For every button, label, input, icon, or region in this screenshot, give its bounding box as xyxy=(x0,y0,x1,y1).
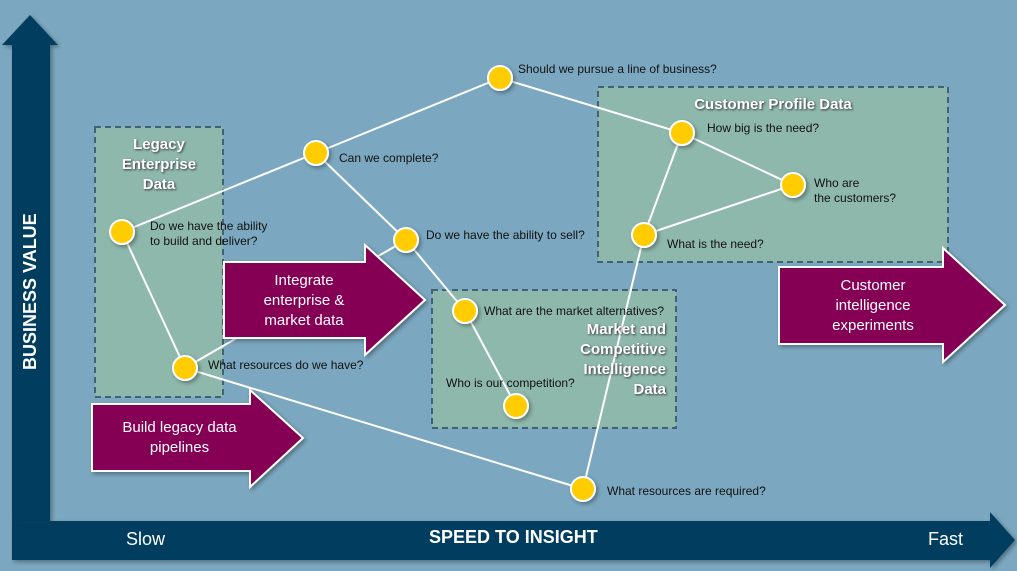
x-axis-arrow xyxy=(12,512,1015,568)
x-axis-label: SPEED TO INSIGHT xyxy=(429,527,598,547)
connector-line xyxy=(643,184,794,236)
region-title-customer: Customer Profile Data xyxy=(598,95,948,115)
question-competition: Who is our competition? xyxy=(446,376,575,390)
question-what-need: What is the need? xyxy=(667,237,764,251)
question-who-customers: Who are the customers? xyxy=(814,176,897,205)
region-legacy-enterprise-data xyxy=(94,126,224,398)
question-pursue-business: Should we pursue a line of business? xyxy=(518,62,717,76)
connector-line xyxy=(121,152,317,233)
arrow-label-integrate: Integrate enterprise & market data xyxy=(263,272,345,329)
x-axis-fast: Fast xyxy=(928,529,964,549)
connector-line xyxy=(184,367,584,490)
question-node xyxy=(172,355,198,381)
y-axis-label: BUSINESS VALUE xyxy=(20,213,40,370)
arrow-integrate xyxy=(223,242,427,358)
connector-line xyxy=(315,152,407,241)
region-title-customer-text: Customer Profile Data xyxy=(694,96,852,113)
arrow-label-build-legacy: Build legacy data pipelines xyxy=(122,419,237,456)
question-node xyxy=(503,393,529,419)
connector-line xyxy=(121,231,186,369)
question-resources-required: What resources are required? xyxy=(607,484,766,498)
connector-line xyxy=(582,234,645,490)
question-node xyxy=(669,120,695,146)
question-node xyxy=(570,476,596,502)
question-node xyxy=(631,222,657,248)
connector-line xyxy=(464,310,517,407)
question-how-big-need: How big is the need? xyxy=(707,121,820,135)
question-can-complete: Can we complete? xyxy=(339,151,439,165)
arrow-label-customer: Customer intelligence experiments xyxy=(832,277,914,334)
arrow-customer-intelligence xyxy=(778,245,1007,365)
y-axis-arrow xyxy=(2,15,58,521)
question-resources-have: What resources do we have? xyxy=(208,358,364,372)
question-node xyxy=(452,298,478,324)
question-node xyxy=(780,172,806,198)
connector-line xyxy=(681,132,794,186)
question-node xyxy=(393,227,419,253)
connector-line xyxy=(405,239,466,312)
region-title-legacy: Legacy Enterprise Data xyxy=(121,136,197,193)
question-ability-sell: Do we have the ability to sell? xyxy=(426,228,585,242)
region-title-market: Market and Competitive Intelligence Data xyxy=(580,321,666,398)
connector-line xyxy=(499,77,683,134)
x-axis-slow: Slow xyxy=(126,529,166,549)
question-market-alternatives: What are the market alternatives? xyxy=(484,304,665,318)
connector-line xyxy=(643,132,683,236)
arrow-build-legacy xyxy=(91,387,305,490)
question-node xyxy=(487,65,513,91)
question-build-deliver: Do we have the ability to build and deli… xyxy=(150,219,268,248)
question-node xyxy=(303,140,329,166)
connector-line xyxy=(315,77,501,154)
question-node xyxy=(109,219,135,245)
